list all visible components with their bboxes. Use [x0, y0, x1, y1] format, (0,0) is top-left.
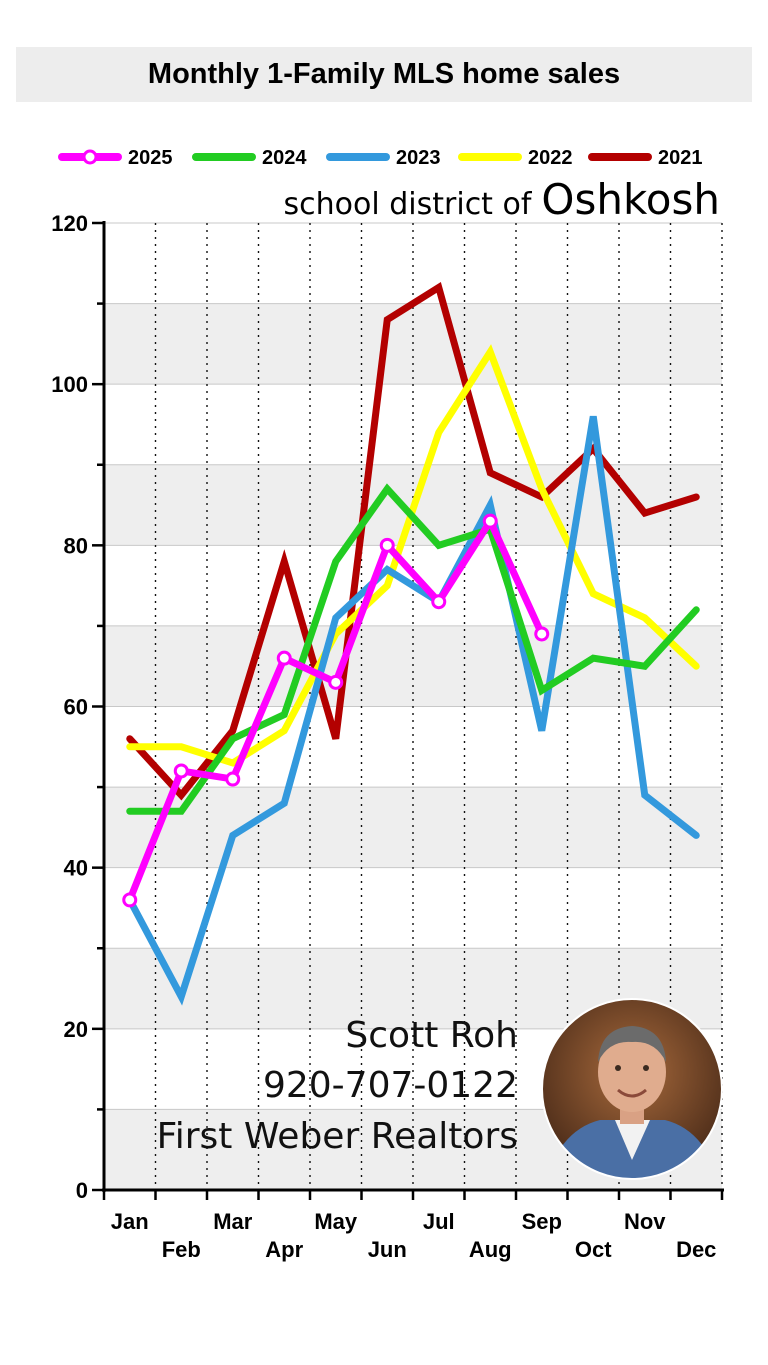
series-point-2025	[173, 763, 189, 779]
x-tick-label: May	[314, 1209, 358, 1234]
series-point-2025	[225, 771, 241, 787]
x-tick-label: Jun	[368, 1237, 407, 1262]
subtitle-place: Oshkosh	[541, 175, 720, 224]
agent-company: First Weber Realtors	[157, 1116, 518, 1157]
legend-label: 2022	[528, 147, 573, 169]
legend-label: 2021	[658, 147, 703, 169]
x-tick-label: Sep	[522, 1209, 562, 1234]
x-tick-label: Nov	[624, 1209, 666, 1234]
agent-photo	[541, 998, 723, 1180]
x-tick-label: Feb	[162, 1237, 201, 1262]
x-tick-label: Aug	[469, 1237, 512, 1262]
legend-label: 2025	[128, 147, 173, 169]
series-line-2023	[126, 415, 700, 1006]
y-tick-labels: 0 20 40 60 80 100 120	[51, 211, 88, 1203]
legend-marker	[82, 149, 98, 165]
series-point-2025	[379, 537, 395, 553]
x-tick-label: Jan	[111, 1209, 149, 1234]
y-tick-label: 120	[51, 211, 88, 236]
x-tick-label: Jul	[423, 1209, 455, 1234]
series-lines	[122, 282, 700, 1006]
y-tick-label: 40	[64, 856, 88, 881]
series-point-2025	[482, 513, 498, 529]
y-tick-label: 60	[64, 695, 88, 720]
series-point-2025	[328, 674, 344, 690]
subtitle-prefix: school district of	[284, 187, 533, 222]
x-tick-label: Mar	[213, 1209, 253, 1234]
series-point-2025	[276, 650, 292, 666]
chart-title-bar: Monthly 1-Family MLS home sales	[16, 47, 752, 102]
subtitle: school district of Oshkosh	[284, 175, 720, 224]
legend: 2025 2024 2023 2022 2021	[58, 147, 703, 169]
x-tick-label: Oct	[575, 1237, 612, 1262]
grid-band	[104, 787, 722, 868]
series-line-2024	[126, 483, 700, 815]
series-line-2022	[126, 344, 700, 767]
chart-title: Monthly 1-Family MLS home sales	[147, 58, 621, 90]
y-tick-label: 80	[64, 533, 88, 558]
x-tick-labels: Jan Feb Mar Apr May Jun Jul Aug Sep Oct Nov Dec	[111, 1209, 717, 1262]
x-tick-label: Apr	[265, 1237, 303, 1262]
y-tick-label: 20	[64, 1017, 88, 1042]
series-point-2025	[122, 892, 138, 908]
agent-name: Scott Roh	[345, 1015, 518, 1056]
series-point-2025	[431, 594, 447, 610]
axes	[92, 221, 724, 1200]
legend-label: 2024	[262, 147, 307, 169]
legend-label: 2023	[396, 147, 441, 169]
y-tick-label: 0	[76, 1178, 88, 1203]
x-tick-label: Dec	[676, 1237, 716, 1262]
series-point-2025	[534, 626, 550, 642]
agent-phone: 920-707-0122	[263, 1065, 518, 1106]
y-tick-label: 100	[51, 372, 88, 397]
